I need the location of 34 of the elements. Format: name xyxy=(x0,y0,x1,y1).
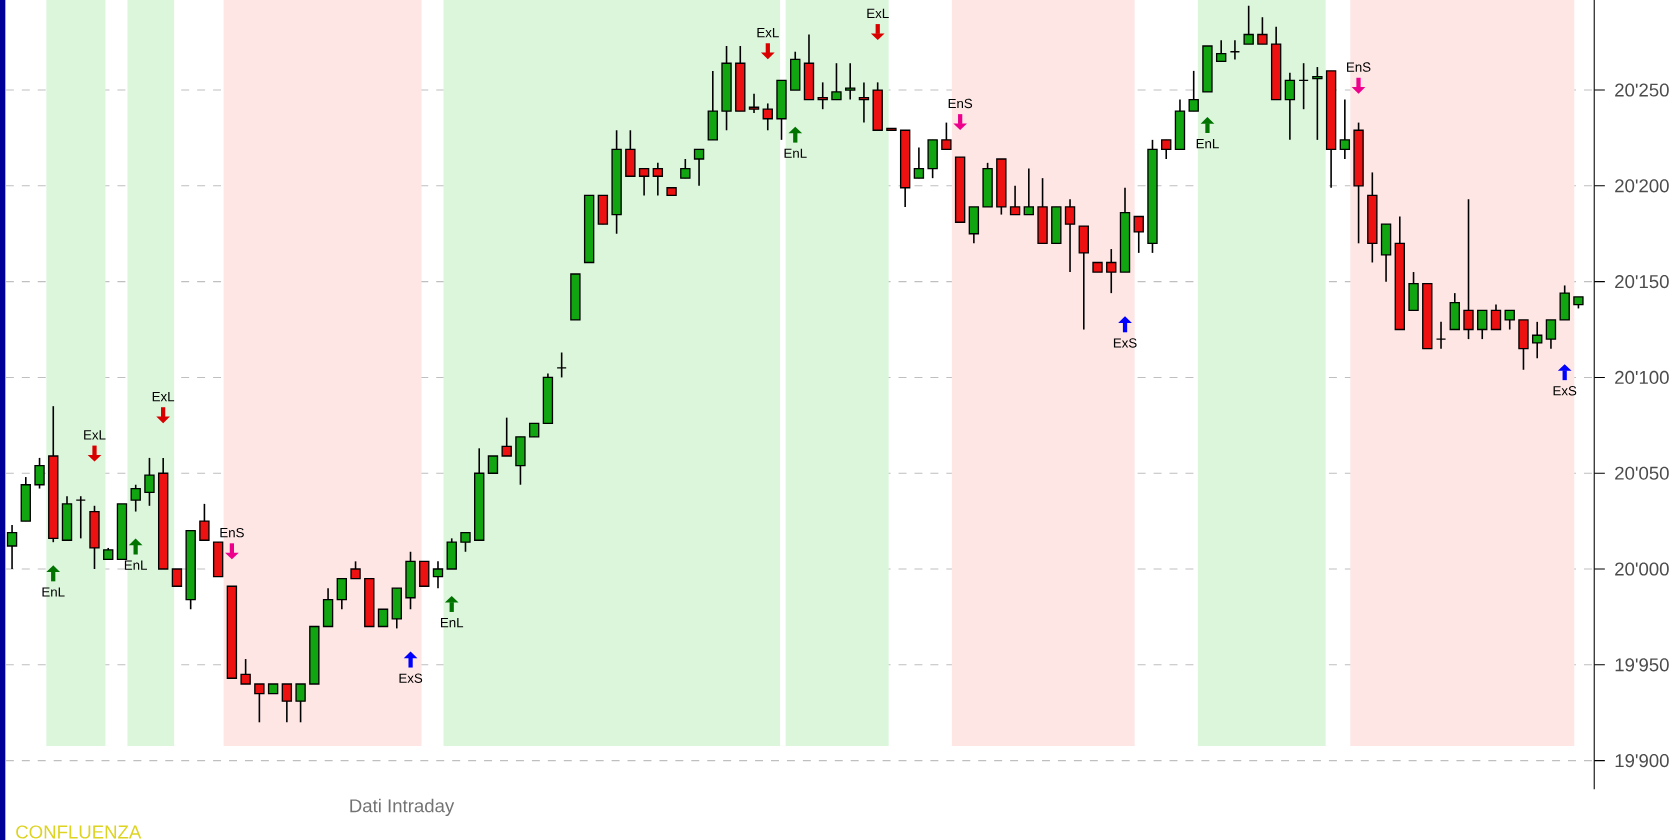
candlestick xyxy=(61,495,73,542)
candlestick xyxy=(693,148,705,187)
candlestick xyxy=(845,62,856,101)
y-tick-label: 20'150 xyxy=(1615,275,1669,289)
candlestick xyxy=(1298,62,1309,110)
candlestick xyxy=(1490,303,1502,331)
candlestick xyxy=(1188,70,1199,112)
candlestick xyxy=(432,560,444,589)
candlestick xyxy=(542,372,554,425)
candlestick xyxy=(212,541,224,578)
candlestick xyxy=(570,273,581,321)
text: Dati Intraday xyxy=(350,798,455,817)
candlestick xyxy=(1284,71,1296,141)
candlestick xyxy=(1064,198,1076,273)
candlestick xyxy=(75,495,86,540)
y-tick-label: 20'000 xyxy=(1615,562,1669,576)
candlestick xyxy=(652,162,664,197)
candlestick xyxy=(1435,321,1447,350)
text: CONFLUENZA xyxy=(16,825,142,839)
candlestick xyxy=(1229,39,1241,61)
candlestick xyxy=(1078,225,1089,331)
candlestick xyxy=(556,351,567,379)
candlestick xyxy=(89,504,100,570)
candlestick xyxy=(6,524,18,570)
candlestick xyxy=(748,93,760,114)
candlestick xyxy=(680,158,691,179)
y-tick-label: 20'050 xyxy=(1615,466,1669,480)
y-tick-label: 19'950 xyxy=(1615,658,1669,672)
y-tick-label: 20'200 xyxy=(1615,179,1669,193)
y-tick-label: 20'250 xyxy=(1615,83,1669,97)
candlestick xyxy=(1174,98,1186,151)
y-tick-label: 20'100 xyxy=(1615,370,1669,384)
candlestick xyxy=(803,33,815,101)
y-tick-label: 19'900 xyxy=(1615,754,1669,768)
